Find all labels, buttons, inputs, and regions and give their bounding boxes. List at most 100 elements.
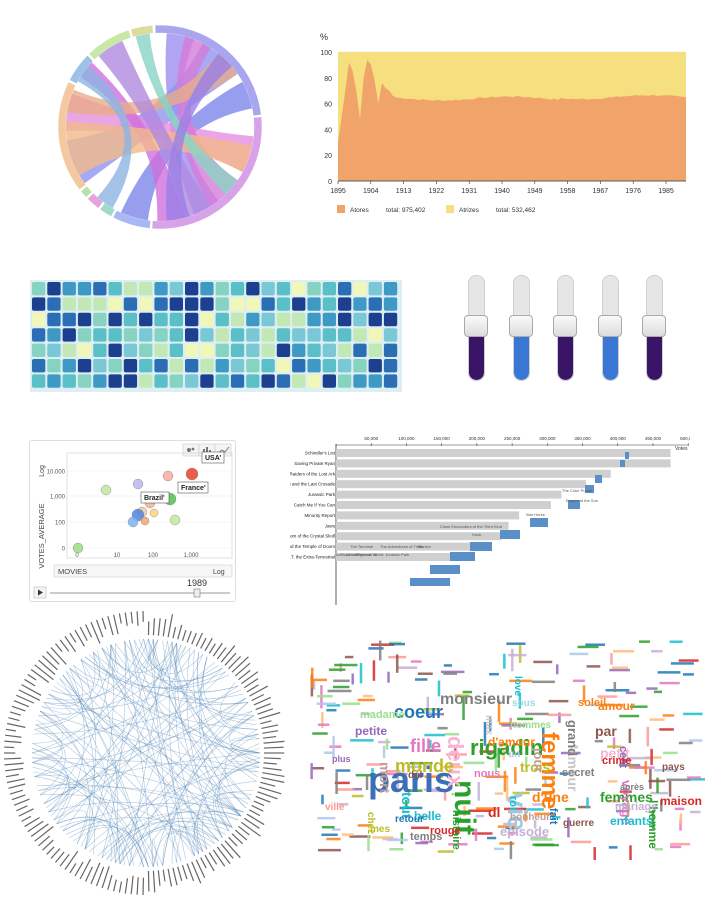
heatmap-cell: [292, 343, 306, 357]
bundle-edge: [106, 817, 233, 861]
heatmap-cell: [32, 343, 46, 357]
slider-handle[interactable]: [464, 315, 488, 337]
heatmap-cell: [322, 282, 336, 296]
bundle-node-label: [224, 840, 241, 859]
mc-bubble-2[interactable]: [162, 470, 174, 482]
bar-label: E.T. the Extra-Terrestrial: [290, 555, 335, 560]
bundle-node-label: [4, 752, 16, 754]
bundle-node-label: [147, 870, 150, 892]
bundle-edge: [65, 671, 95, 850]
bundle-edge: [39, 710, 116, 863]
heatmap-cell: [322, 343, 336, 357]
heatmap-cell: [108, 374, 122, 388]
cloud-small-word: [646, 726, 650, 747]
cloud-small-word: [649, 768, 652, 789]
cloud-small-word: [317, 723, 330, 726]
cloud-small-word: [609, 668, 630, 672]
cloud-small-word: [670, 845, 682, 849]
bundle-node-label: [262, 730, 279, 734]
x-scale-select[interactable]: Log: [213, 569, 225, 576]
cloud-small-word: [511, 648, 514, 672]
bundle-node-label: [42, 839, 54, 851]
slider-handle[interactable]: [553, 315, 577, 337]
bundle-edge: [129, 640, 182, 862]
cloud-small-word: [361, 712, 371, 716]
bundle-edge: [43, 644, 112, 804]
slider-handle[interactable]: [597, 315, 622, 337]
heatmap-cell: [292, 282, 306, 296]
bundle-edge: [101, 647, 200, 855]
bundle-edge: [39, 710, 163, 866]
x-axis-select[interactable]: [53, 564, 233, 578]
cloud-small-word: [498, 722, 517, 725]
cloud-small-word: [650, 748, 653, 766]
time-slider-handle[interactable]: [193, 588, 201, 598]
cloud-small-word: [462, 690, 473, 694]
bundle-edge: [73, 643, 117, 681]
cloud-small-word: [612, 737, 616, 749]
heatmap-cell: [93, 374, 107, 388]
mc-bubble-10[interactable]: [127, 516, 139, 528]
bundle-edge: [192, 823, 216, 852]
bundle-edge: [84, 643, 177, 850]
mc-y-tick: 0: [62, 547, 66, 553]
bundle-node-label: [8, 717, 20, 722]
slider-handle[interactable]: [508, 315, 533, 337]
bundle-edge: [119, 828, 212, 865]
y-scale-select[interactable]: Log: [39, 465, 46, 477]
bar-inner-label: War Horse: [526, 512, 546, 517]
bundle-edge: [69, 825, 144, 868]
cloud-word: chez: [365, 812, 376, 834]
slider-handle[interactable]: [642, 315, 666, 337]
mc-bubble-1[interactable]: [185, 467, 199, 481]
bundle-node-label: [136, 877, 139, 895]
cloud-small-word: [443, 664, 453, 667]
cloud-small-word: [618, 763, 641, 767]
heatmap-cell: [47, 374, 61, 388]
bar-label: Jurassic Park: [308, 492, 336, 497]
bundle-node-label: [90, 862, 101, 885]
bundle-node-label: [264, 752, 285, 754]
heatmap-cell: [62, 297, 76, 311]
cloud-small-word: [654, 847, 663, 851]
bundle-edge: [218, 743, 260, 828]
bar-x-tick: 50,000: [364, 436, 378, 441]
cloud-small-word: [544, 776, 547, 787]
mc-bubble-11[interactable]: [140, 516, 150, 526]
heatmap-cell: [276, 328, 291, 342]
bar-inner-label: Artificial Intelligence: AI: [336, 552, 377, 557]
heatmap-cell: [108, 312, 122, 327]
bundle-node-label: [50, 647, 67, 665]
heatmap-cell: [276, 282, 291, 296]
bar-inner-label: Hook: [472, 532, 481, 537]
cloud-small-word: [378, 640, 382, 661]
chord-arc-8: [69, 55, 94, 85]
bar-blue: [430, 565, 460, 574]
bundle-edge: [138, 639, 223, 681]
bundle-node-label: [260, 781, 276, 787]
heatmap-cell: [169, 359, 183, 373]
cloud-small-word: [525, 712, 549, 716]
heatmap-cell: [200, 374, 214, 388]
cloud-small-word: [446, 753, 467, 756]
cloud-small-word: [407, 765, 422, 769]
cloud-small-word: [329, 745, 342, 748]
bundle-node-label: [24, 678, 36, 687]
heatmap-cell: [185, 343, 199, 357]
bundle-node-label: [112, 614, 119, 635]
mc-bubble-14[interactable]: [149, 508, 159, 518]
bundle-edge: [48, 643, 177, 813]
bundle-node-label: [4, 746, 15, 749]
bar-blue: [450, 552, 475, 561]
heatmap-cell: [322, 312, 336, 327]
mc-bubble-13[interactable]: [72, 542, 84, 554]
bundle-node-label: [241, 821, 261, 837]
cloud-small-word: [437, 726, 448, 730]
mc-bubble-4[interactable]: [100, 484, 112, 496]
mc-bubble-12[interactable]: [169, 514, 181, 526]
cloud-small-word: [444, 732, 460, 736]
cloud-small-word: [396, 769, 400, 789]
cloud-small-word: [497, 747, 500, 768]
mc-bubble-3[interactable]: [132, 478, 144, 490]
heatmap-cell: [123, 282, 138, 296]
